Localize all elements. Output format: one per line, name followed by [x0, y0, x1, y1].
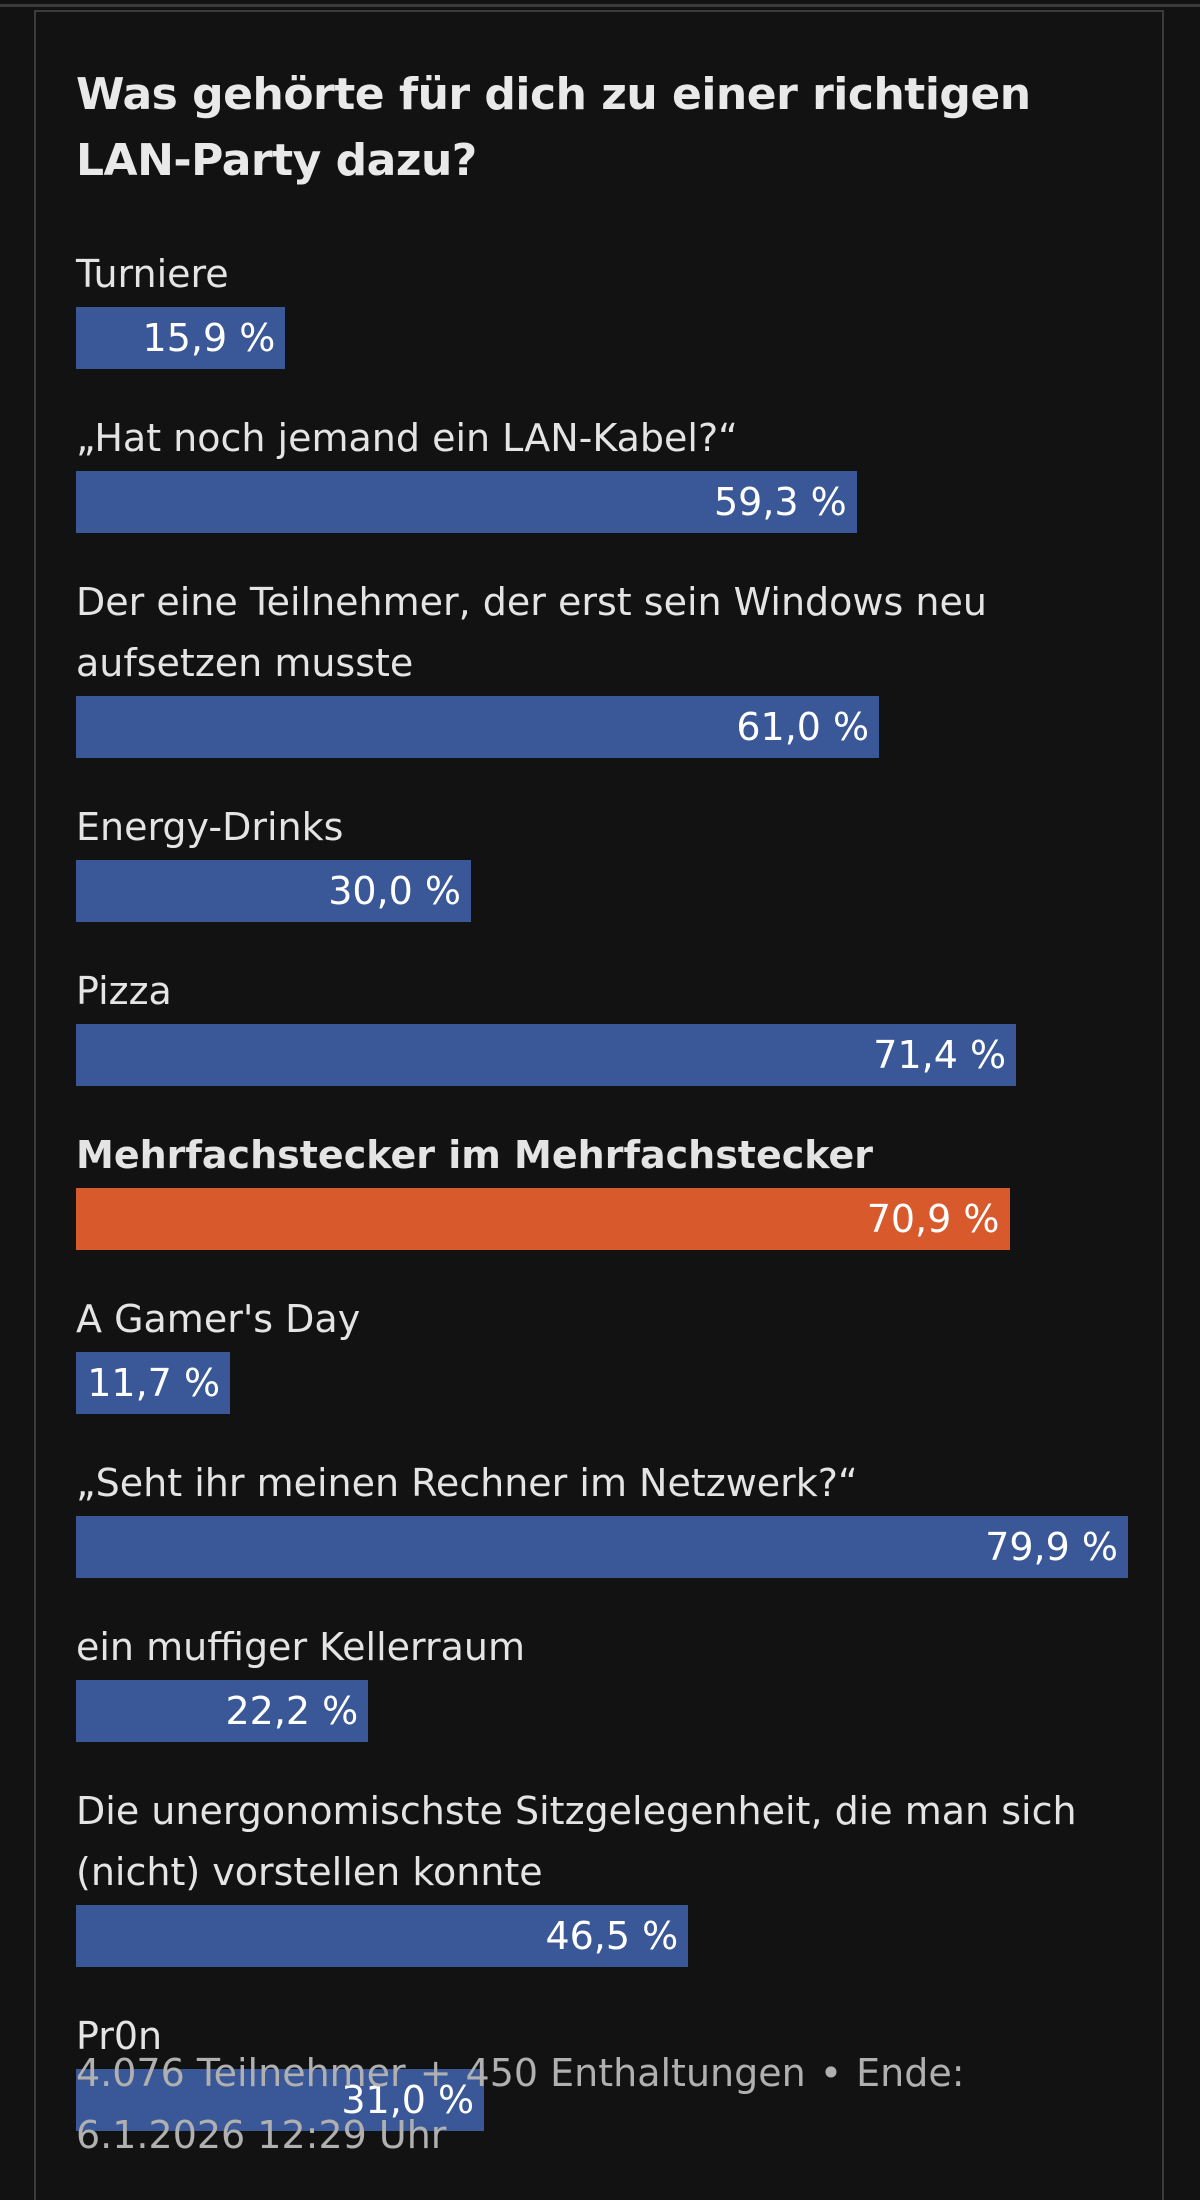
poll-option[interactable]: A Gamer's Day 11,7 % — [76, 1289, 1128, 1414]
result-percentage: 59,3 % — [713, 480, 847, 524]
result-percentage: 71,4 % — [873, 1033, 1007, 1077]
result-percentage: 46,5 % — [545, 1914, 679, 1958]
option-label: Pr0n — [76, 2014, 163, 2058]
result-bar: 30,0 % — [76, 860, 471, 922]
option-label: Turniere — [76, 252, 229, 296]
result-bar: 79,9 % — [76, 1516, 1128, 1578]
poll-footer: 4.076 Teilnehmer +450 Enthaltungen • Ende: … — [76, 2042, 1136, 2166]
result-bar-track: 79,9 % — [76, 1516, 1128, 1578]
poll-option[interactable]: „Hat noch jemand ein LAN-Kabel?“ 59,3 % — [76, 408, 1128, 533]
poll-option[interactable]: Energy-Drinks 30,0 % — [76, 797, 1128, 922]
poll-title: Was gehörte für dich zu einer richtigen … — [76, 69, 1031, 186]
result-bar-track: 70,9 % — [76, 1188, 1128, 1250]
result-bar-track: 30,0 % — [76, 860, 1128, 922]
poll-option[interactable]: Turniere 15,9 % — [76, 244, 1128, 369]
poll-option[interactable]: ein muffiger Kellerraum 22,2 % — [76, 1617, 1128, 1742]
option-label: Der eine Teilnehmer, der erst sein Windo… — [76, 580, 987, 685]
result-bar: 31,0 % — [76, 2069, 485, 2131]
result-bar-track: 59,3 % — [76, 471, 1128, 533]
option-label: Pizza — [76, 969, 172, 1013]
result-percentage: 11,7 % — [87, 1361, 221, 1405]
option-label: Energy-Drinks — [76, 805, 344, 849]
result-bar: 70,9 % — [76, 1188, 1010, 1250]
participants-count: 4.076 Teilnehmer — [76, 2051, 406, 2095]
poll-panel: Was gehörte für dich zu einer richtigen … — [34, 10, 1164, 2200]
result-percentage: 22,2 % — [225, 1689, 359, 1733]
poll-option-selected[interactable]: Mehrfachstecker im Mehrfachstecker 70,9 % — [76, 1125, 1128, 1250]
result-percentage: 79,9 % — [985, 1525, 1118, 1569]
poll-option[interactable]: „Seht ihr meinen Rechner im Netzwerk?“ 79… — [76, 1453, 1128, 1578]
end-date: 6.1.2026 12:29 Uhr — [76, 2113, 447, 2157]
result-percentage: 70,9 % — [866, 1197, 1000, 1241]
result-bar: 71,4 % — [76, 1024, 1017, 1086]
result-bar-track: 15,9 % — [76, 307, 1128, 369]
result-bar-track: 46,5 % — [76, 1905, 1128, 1967]
result-bar: 15,9 % — [76, 307, 286, 369]
option-label: „Seht ihr meinen Rechner im Netzwerk?“ — [76, 1461, 858, 1505]
top-divider — [0, 4, 1200, 7]
result-percentage: 15,9 % — [142, 316, 276, 360]
result-percentage: 30,0 % — [328, 869, 461, 913]
poll-options: Turniere 15,9 % „Hat noch jemand ein LAN-K… — [76, 244, 1128, 2170]
poll-option[interactable]: Die unergonomischste Sitzgelegenheit, di… — [76, 1781, 1128, 1967]
result-percentage: 61,0 % — [736, 705, 870, 749]
poll-option[interactable]: Der eine Teilnehmer, der erst sein Windo… — [76, 572, 1128, 758]
end-label: Ende: — [856, 2051, 965, 2095]
result-bar-track: 22,2 % — [76, 1680, 1128, 1742]
dot-separator: • — [819, 2051, 843, 2095]
option-label: „Hat noch jemand ein LAN-Kabel?“ — [76, 416, 738, 460]
poll-option[interactable]: Pr0n 31,0 % — [76, 2006, 1128, 2131]
result-bar-track: 11,7 % — [76, 1352, 1128, 1414]
result-bar-track: 71,4 % — [76, 1024, 1128, 1086]
result-bar-track: 61,0 % — [76, 696, 1128, 758]
option-label: Mehrfachstecker im Mehrfachstecker — [76, 1133, 874, 1177]
result-bar: 22,2 % — [76, 1680, 369, 1742]
result-bar-track: 31,0 % — [76, 2069, 1128, 2131]
result-bar: 11,7 % — [76, 1352, 231, 1414]
abstentions-count: 450 Enthaltungen — [465, 2051, 806, 2095]
result-bar: 61,0 % — [76, 696, 880, 758]
plus-separator: + — [419, 2051, 452, 2095]
option-label: A Gamer's Day — [76, 1297, 361, 1341]
result-percentage: 31,0 % — [341, 2078, 475, 2122]
result-bar: 46,5 % — [76, 1905, 689, 1967]
result-bar: 59,3 % — [76, 471, 857, 533]
option-label: Die unergonomischste Sitzgelegenheit, di… — [76, 1789, 1077, 1894]
option-label: ein muffiger Kellerraum — [76, 1625, 526, 1669]
poll-option[interactable]: Pizza 71,4 % — [76, 961, 1128, 1086]
